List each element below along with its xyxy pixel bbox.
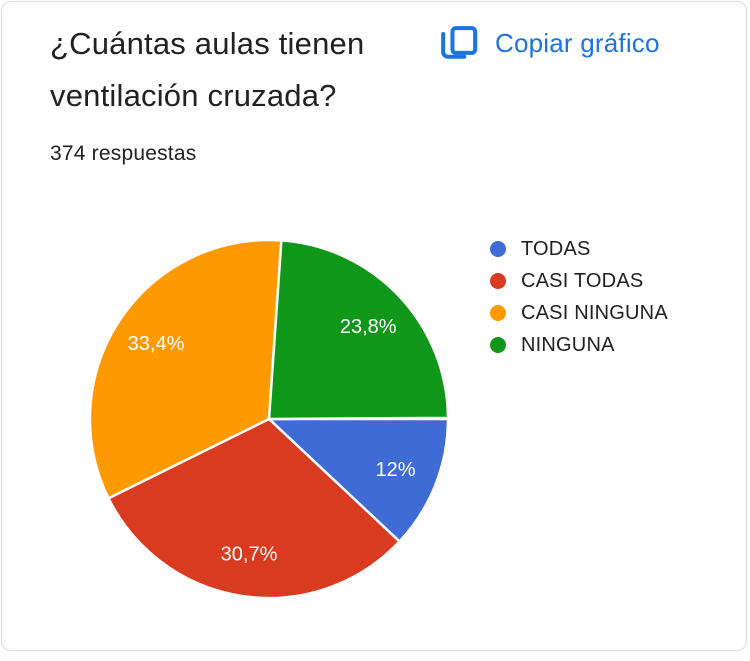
question-title: ¿Cuántas aulas tienen ventilación cruzad… [50, 26, 365, 113]
pie-slice-ninguna [267, 239, 450, 421]
pie-slice-label: 30,7% [221, 544, 278, 566]
copy-chart-button[interactable]: Copiar gráfico [434, 22, 666, 64]
legend: TODAS CASI TODAS CASI NINGUNA NINGUNA [490, 233, 668, 361]
responses-count: 374 respuestas [50, 142, 197, 165]
pie-slice-label: 33,4% [128, 333, 185, 355]
chart-card: ¿Cuántas aulas tienen ventilación cruzad… [1, 1, 747, 651]
legend-label: TODAS [521, 237, 591, 260]
legend-color-dot [490, 305, 506, 321]
legend-item: CASI TODAS [490, 265, 668, 297]
legend-item: CASI NINGUNA [490, 297, 668, 329]
pie-slice-casi-ninguna [88, 238, 283, 500]
copy-button-label: Copiar gráfico [495, 27, 660, 58]
legend-color-dot [490, 273, 506, 289]
legend-color-dot [490, 337, 506, 353]
legend-label: CASI NINGUNA [521, 301, 668, 324]
pie-slice-label: 12% [375, 459, 415, 481]
pie-slice-todas [267, 417, 450, 543]
legend-color-dot [490, 241, 506, 257]
legend-item: NINGUNA [490, 329, 668, 361]
pie-slice-label: 23,8% [340, 316, 397, 338]
copy-icon [440, 26, 478, 60]
pie-chart: 12% 30,7% 33,4% 23,8% [88, 238, 450, 600]
legend-label: NINGUNA [521, 333, 615, 356]
legend-item: TODAS [490, 233, 668, 265]
legend-label: CASI TODAS [521, 269, 644, 292]
